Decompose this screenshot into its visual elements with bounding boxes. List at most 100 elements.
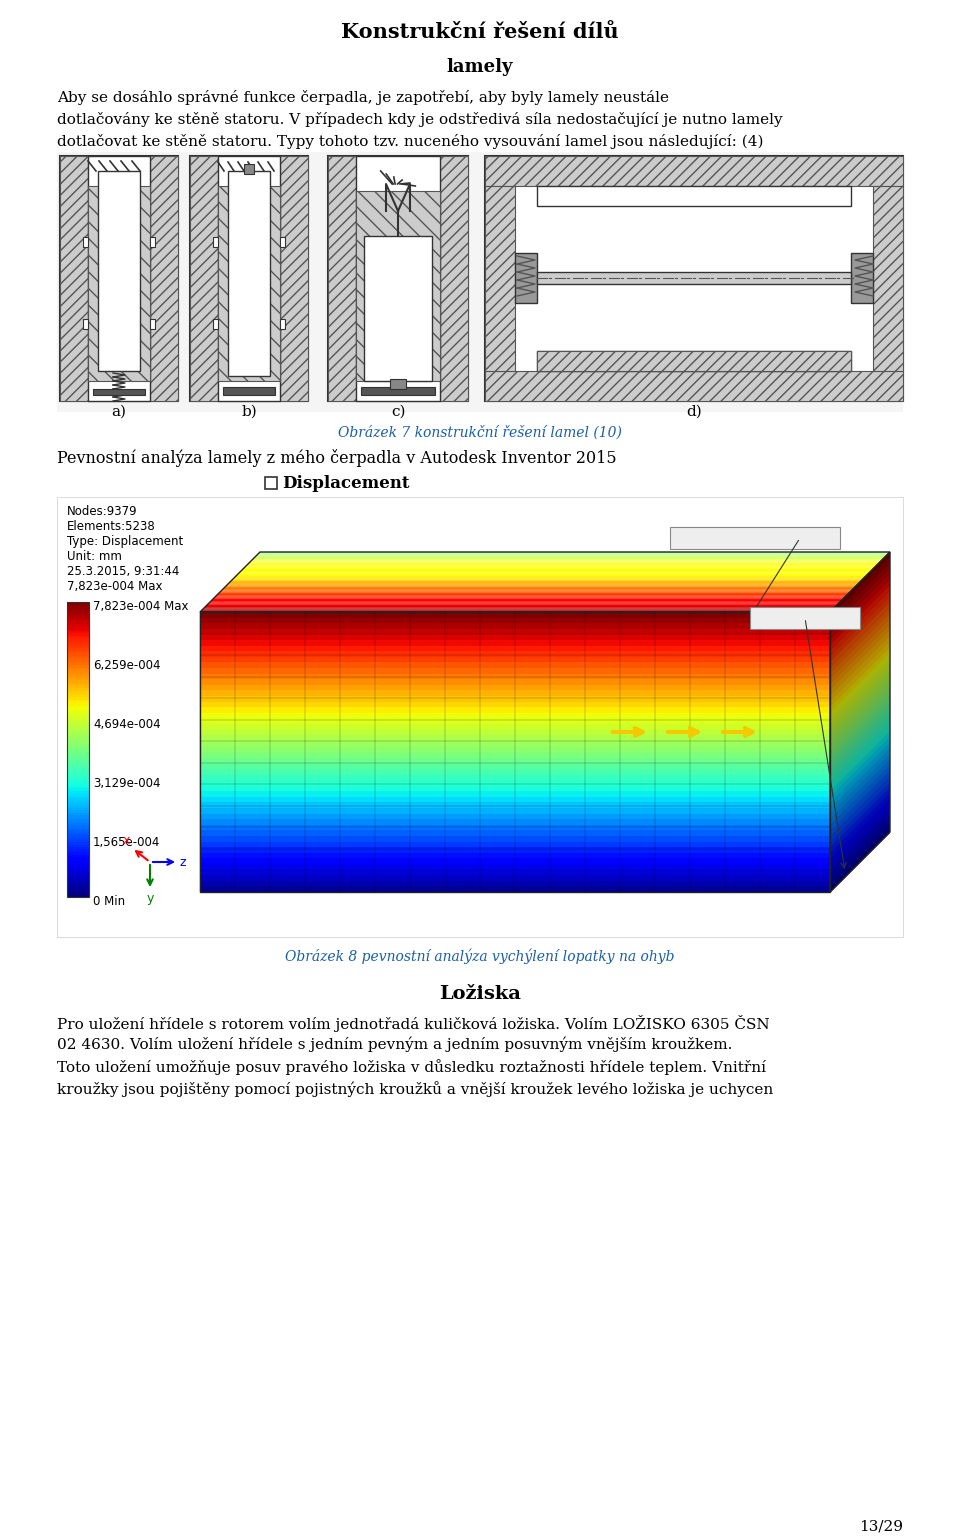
Polygon shape — [200, 730, 830, 736]
Bar — [67, 624, 89, 627]
Bar — [356, 155, 440, 401]
Bar — [67, 613, 89, 616]
Polygon shape — [200, 673, 830, 681]
Text: Obrázek 7 konstrukční řešení lamel (10): Obrázek 7 konstrukční řešení lamel (10) — [338, 426, 622, 440]
Polygon shape — [830, 782, 890, 848]
Bar — [67, 719, 89, 722]
Bar — [67, 793, 89, 796]
Bar — [851, 254, 873, 303]
Polygon shape — [200, 735, 830, 742]
Bar — [485, 155, 903, 186]
Text: Aby se dosáhlo správné funkce čerpadla, je zapotřebí, aby byly lamely neustále: Aby se dosáhlo správné funkce čerpadla, … — [57, 91, 669, 105]
Bar — [67, 845, 89, 848]
Polygon shape — [200, 656, 830, 664]
Bar — [67, 847, 89, 850]
Polygon shape — [830, 759, 890, 825]
Polygon shape — [200, 858, 830, 865]
Text: a): a) — [111, 406, 127, 420]
Bar — [98, 171, 140, 370]
Bar — [67, 781, 89, 784]
Polygon shape — [200, 669, 830, 675]
Bar — [83, 237, 88, 247]
Bar — [485, 370, 903, 401]
Bar — [67, 895, 89, 898]
Bar — [67, 638, 89, 641]
Bar — [67, 693, 89, 695]
Bar — [67, 876, 89, 879]
Bar — [67, 761, 89, 764]
Polygon shape — [830, 698, 890, 764]
Bar — [390, 380, 406, 389]
Polygon shape — [830, 704, 890, 770]
Bar — [57, 152, 903, 412]
Polygon shape — [830, 575, 890, 641]
Bar — [67, 870, 89, 873]
Text: d): d) — [686, 406, 702, 420]
Bar — [515, 254, 537, 303]
Text: 02 4630. Volím uložení hřídele s jedním pevným a jedním posuvným vnějším kroužke: 02 4630. Volím uložení hřídele s jedním … — [57, 1037, 732, 1053]
Text: 25.3.2015, 9:31:44: 25.3.2015, 9:31:44 — [67, 566, 180, 578]
Bar — [67, 705, 89, 707]
Polygon shape — [830, 753, 890, 821]
Polygon shape — [200, 612, 830, 618]
Polygon shape — [200, 819, 830, 825]
Bar — [485, 155, 903, 401]
Bar — [67, 699, 89, 702]
Bar — [150, 155, 178, 401]
Text: Unit: mm: Unit: mm — [67, 550, 122, 563]
Polygon shape — [830, 630, 890, 696]
Polygon shape — [830, 765, 890, 832]
Bar — [190, 155, 308, 401]
Bar — [67, 675, 89, 678]
Bar — [88, 155, 150, 401]
Bar — [67, 862, 89, 865]
Polygon shape — [830, 613, 890, 681]
Bar — [67, 858, 89, 861]
Bar — [67, 815, 89, 818]
Bar — [537, 350, 851, 370]
Bar — [67, 818, 89, 821]
Bar — [67, 773, 89, 776]
Bar — [67, 796, 89, 799]
Bar — [67, 616, 89, 619]
Polygon shape — [830, 749, 890, 815]
Bar — [67, 784, 89, 787]
Bar — [67, 686, 89, 689]
Polygon shape — [200, 758, 830, 764]
Bar — [67, 629, 89, 632]
Text: 0 Min: 0 Min — [93, 895, 125, 908]
Polygon shape — [830, 810, 890, 876]
Text: 7,823e-004 Max: 7,823e-004 Max — [67, 579, 162, 593]
Polygon shape — [830, 552, 890, 618]
Bar — [67, 682, 89, 686]
Text: lamely: lamely — [446, 58, 514, 75]
Bar — [67, 850, 89, 853]
Polygon shape — [200, 825, 830, 832]
Bar — [67, 656, 89, 658]
Polygon shape — [830, 681, 890, 747]
Polygon shape — [200, 646, 830, 652]
Bar — [67, 695, 89, 698]
Polygon shape — [200, 802, 830, 808]
Polygon shape — [200, 690, 830, 696]
Text: Elements:5238: Elements:5238 — [67, 520, 156, 533]
Bar — [67, 855, 89, 858]
Bar — [67, 678, 89, 681]
Polygon shape — [200, 796, 830, 804]
Text: 3,129e-004: 3,129e-004 — [93, 778, 160, 790]
Bar — [67, 805, 89, 808]
Text: Obrázek 8 pevnostní analýza vychýlení lopatky na ohyb: Obrázek 8 pevnostní analýza vychýlení lo… — [285, 948, 675, 965]
Bar — [280, 155, 308, 401]
Bar — [67, 621, 89, 624]
Polygon shape — [200, 779, 830, 787]
Text: 13/29: 13/29 — [859, 1520, 903, 1534]
Bar — [67, 867, 89, 870]
Polygon shape — [200, 847, 830, 853]
Bar — [67, 742, 89, 744]
Bar — [57, 496, 903, 938]
Polygon shape — [200, 836, 830, 842]
Polygon shape — [200, 679, 830, 686]
Polygon shape — [830, 619, 890, 686]
Polygon shape — [830, 793, 890, 859]
Polygon shape — [830, 670, 890, 736]
